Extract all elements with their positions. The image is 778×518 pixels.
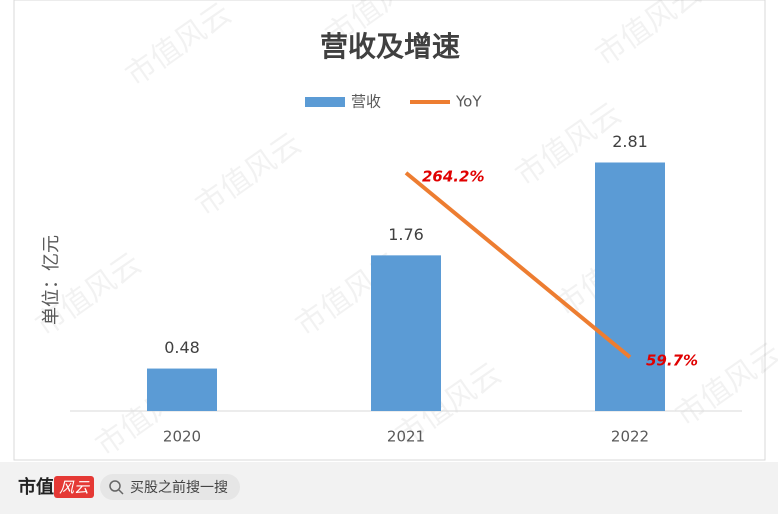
- footer-logo-box: [54, 476, 94, 498]
- legend-label: 营收: [351, 93, 381, 111]
- x-tick-label: 2021: [387, 428, 425, 446]
- line-value-label: 264.2%: [422, 167, 484, 185]
- y-axis-label: 单位：亿元: [41, 235, 62, 325]
- search-icon: [109, 480, 121, 492]
- legend-swatch: [305, 97, 345, 107]
- bar: [595, 162, 665, 411]
- bar-value-label: 2.81: [612, 132, 648, 151]
- footer-logo: 风云: [59, 479, 90, 497]
- chart-title: 营收及增速: [320, 30, 460, 63]
- bar-value-label: 0.48: [164, 338, 200, 357]
- line: [404, 171, 632, 359]
- search-text[interactable]: 买股之前搜一搜: [130, 479, 228, 496]
- footer-brand: 市值: [18, 476, 54, 498]
- bar: [371, 255, 441, 411]
- bar-value-label: 1.76: [388, 225, 424, 244]
- search-icon-handle: [118, 489, 124, 495]
- search-box[interactable]: [100, 474, 240, 500]
- x-tick-label: 2022: [611, 428, 649, 446]
- line-value-label: 59.7%: [646, 352, 698, 370]
- legend-label: YoY: [455, 93, 482, 111]
- bar: [147, 368, 217, 411]
- x-tick-label: 2020: [163, 428, 201, 446]
